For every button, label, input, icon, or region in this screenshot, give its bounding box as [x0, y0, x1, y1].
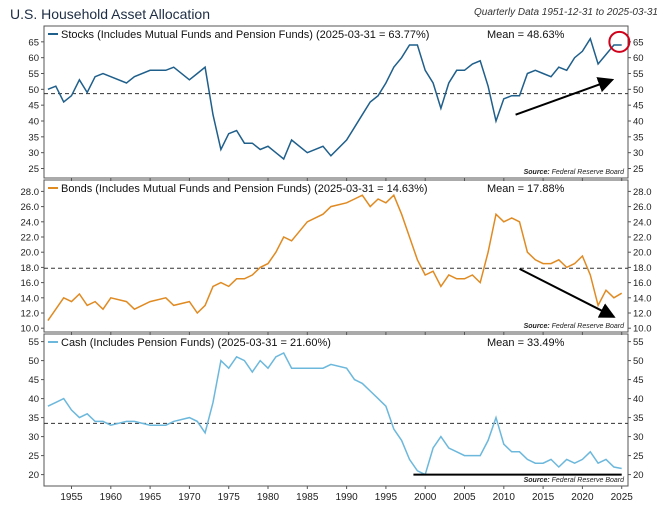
y-tick-label: 20.0 — [21, 248, 40, 259]
series-line — [47, 36, 622, 161]
y-tick-label: 14.0 — [633, 293, 652, 304]
y-tick-label: 60 — [28, 53, 39, 64]
panel-frame — [43, 179, 629, 333]
y-tick-label: 50 — [633, 356, 644, 367]
y-tick-label: 26.0 — [21, 202, 40, 213]
y-tick-label: 55 — [28, 69, 39, 80]
x-tick-label: 1980 — [257, 492, 280, 503]
y-tick-label: 20 — [28, 470, 39, 481]
legend-label: Stocks (Includes Mutual Funds and Pensio… — [61, 29, 429, 41]
y-tick-label: 30 — [28, 148, 39, 159]
panel-frame — [43, 25, 629, 179]
y-tick-label: 28.0 — [21, 187, 40, 198]
source-note: Source: Federal Reserve Board — [524, 323, 625, 330]
y-tick-label: 25 — [28, 164, 39, 175]
y-tick-label: 55 — [633, 69, 644, 80]
y-tick-label: 65 — [633, 37, 644, 48]
x-tick-label: 1960 — [100, 492, 123, 503]
y-tick-label: 16.0 — [21, 278, 40, 289]
y-tick-label: 22.0 — [21, 233, 40, 244]
y-tick-label: 12.0 — [21, 309, 40, 320]
x-tick-label: 1985 — [296, 492, 319, 503]
y-tick-label: 10.0 — [21, 324, 40, 335]
x-tick-label: 2020 — [571, 492, 594, 503]
panel-frame — [43, 333, 629, 487]
x-tick-label: 2010 — [493, 492, 516, 503]
y-tick-label: 45 — [633, 375, 644, 386]
y-tick-label: 18.0 — [21, 263, 40, 274]
y-tick-label: 20.0 — [633, 248, 652, 259]
y-tick-label: 10.0 — [633, 324, 652, 335]
y-tick-label: 35 — [633, 413, 644, 424]
y-tick-label: 45 — [28, 101, 39, 112]
x-tick-label: 2005 — [453, 492, 476, 503]
y-tick-label: 50 — [28, 356, 39, 367]
y-tick-label: 30 — [633, 148, 644, 159]
legend-label: Cash (Includes Pension Funds) (2025-03-3… — [61, 337, 331, 349]
y-tick-label: 24.0 — [633, 217, 652, 228]
y-tick-label: 20 — [633, 470, 644, 481]
y-tick-label: 12.0 — [633, 309, 652, 320]
y-tick-label: 45 — [633, 101, 644, 112]
y-tick-label: 40 — [28, 394, 39, 405]
y-tick-label: 55 — [633, 337, 644, 348]
x-tick-label: 2015 — [532, 492, 555, 503]
y-tick-label: 40 — [28, 117, 39, 128]
x-tick-label: 1995 — [375, 492, 398, 503]
y-tick-label: 55 — [28, 337, 39, 348]
mean-label: Mean = 48.63% — [487, 29, 565, 41]
source-note: Source: Federal Reserve Board — [524, 477, 625, 484]
y-tick-label: 25 — [633, 451, 644, 462]
y-tick-label: 40 — [633, 117, 644, 128]
y-tick-label: 28.0 — [633, 187, 652, 198]
mean-label: Mean = 17.88% — [487, 183, 565, 195]
y-tick-label: 14.0 — [21, 293, 40, 304]
y-tick-label: 50 — [28, 85, 39, 96]
x-tick-label: 1990 — [335, 492, 358, 503]
legend-label: Bonds (Includes Mutual Funds and Pension… — [61, 183, 428, 195]
y-tick-label: 45 — [28, 375, 39, 386]
y-tick-label: 30 — [633, 432, 644, 443]
y-tick-label: 35 — [28, 132, 39, 143]
y-tick-label: 18.0 — [633, 263, 652, 274]
x-tick-label: 1955 — [60, 492, 83, 503]
y-tick-label: 35 — [633, 132, 644, 143]
y-tick-label: 30 — [28, 432, 39, 443]
y-tick-label: 16.0 — [633, 278, 652, 289]
mean-label: Mean = 33.49% — [487, 337, 565, 349]
x-tick-label: 1975 — [218, 492, 241, 503]
y-tick-label: 65 — [28, 37, 39, 48]
y-tick-label: 22.0 — [633, 233, 652, 244]
y-tick-label: 35 — [28, 413, 39, 424]
series-line — [47, 352, 622, 476]
y-tick-label: 60 — [633, 53, 644, 64]
y-tick-label: 26.0 — [633, 202, 652, 213]
x-tick-label: 1970 — [178, 492, 201, 503]
source-note: Source: Federal Reserve Board — [524, 169, 625, 176]
y-tick-label: 40 — [633, 394, 644, 405]
x-tick-label: 2025 — [611, 492, 634, 503]
x-tick-label: 2000 — [414, 492, 437, 503]
trend-arrow — [519, 268, 616, 318]
chart-date-range: Quarterly Data 1951-12-31 to 2025-03-31 — [473, 7, 658, 18]
series-line — [47, 193, 623, 322]
x-tick-label: 1965 — [139, 492, 162, 503]
trend-arrow — [515, 77, 615, 116]
y-tick-label: 25 — [28, 451, 39, 462]
y-tick-label: 24.0 — [21, 217, 40, 228]
chart-title: U.S. Household Asset Allocation — [10, 6, 211, 22]
y-tick-label: 25 — [633, 164, 644, 175]
y-tick-label: 50 — [633, 85, 644, 96]
highlight-circle — [608, 30, 631, 53]
